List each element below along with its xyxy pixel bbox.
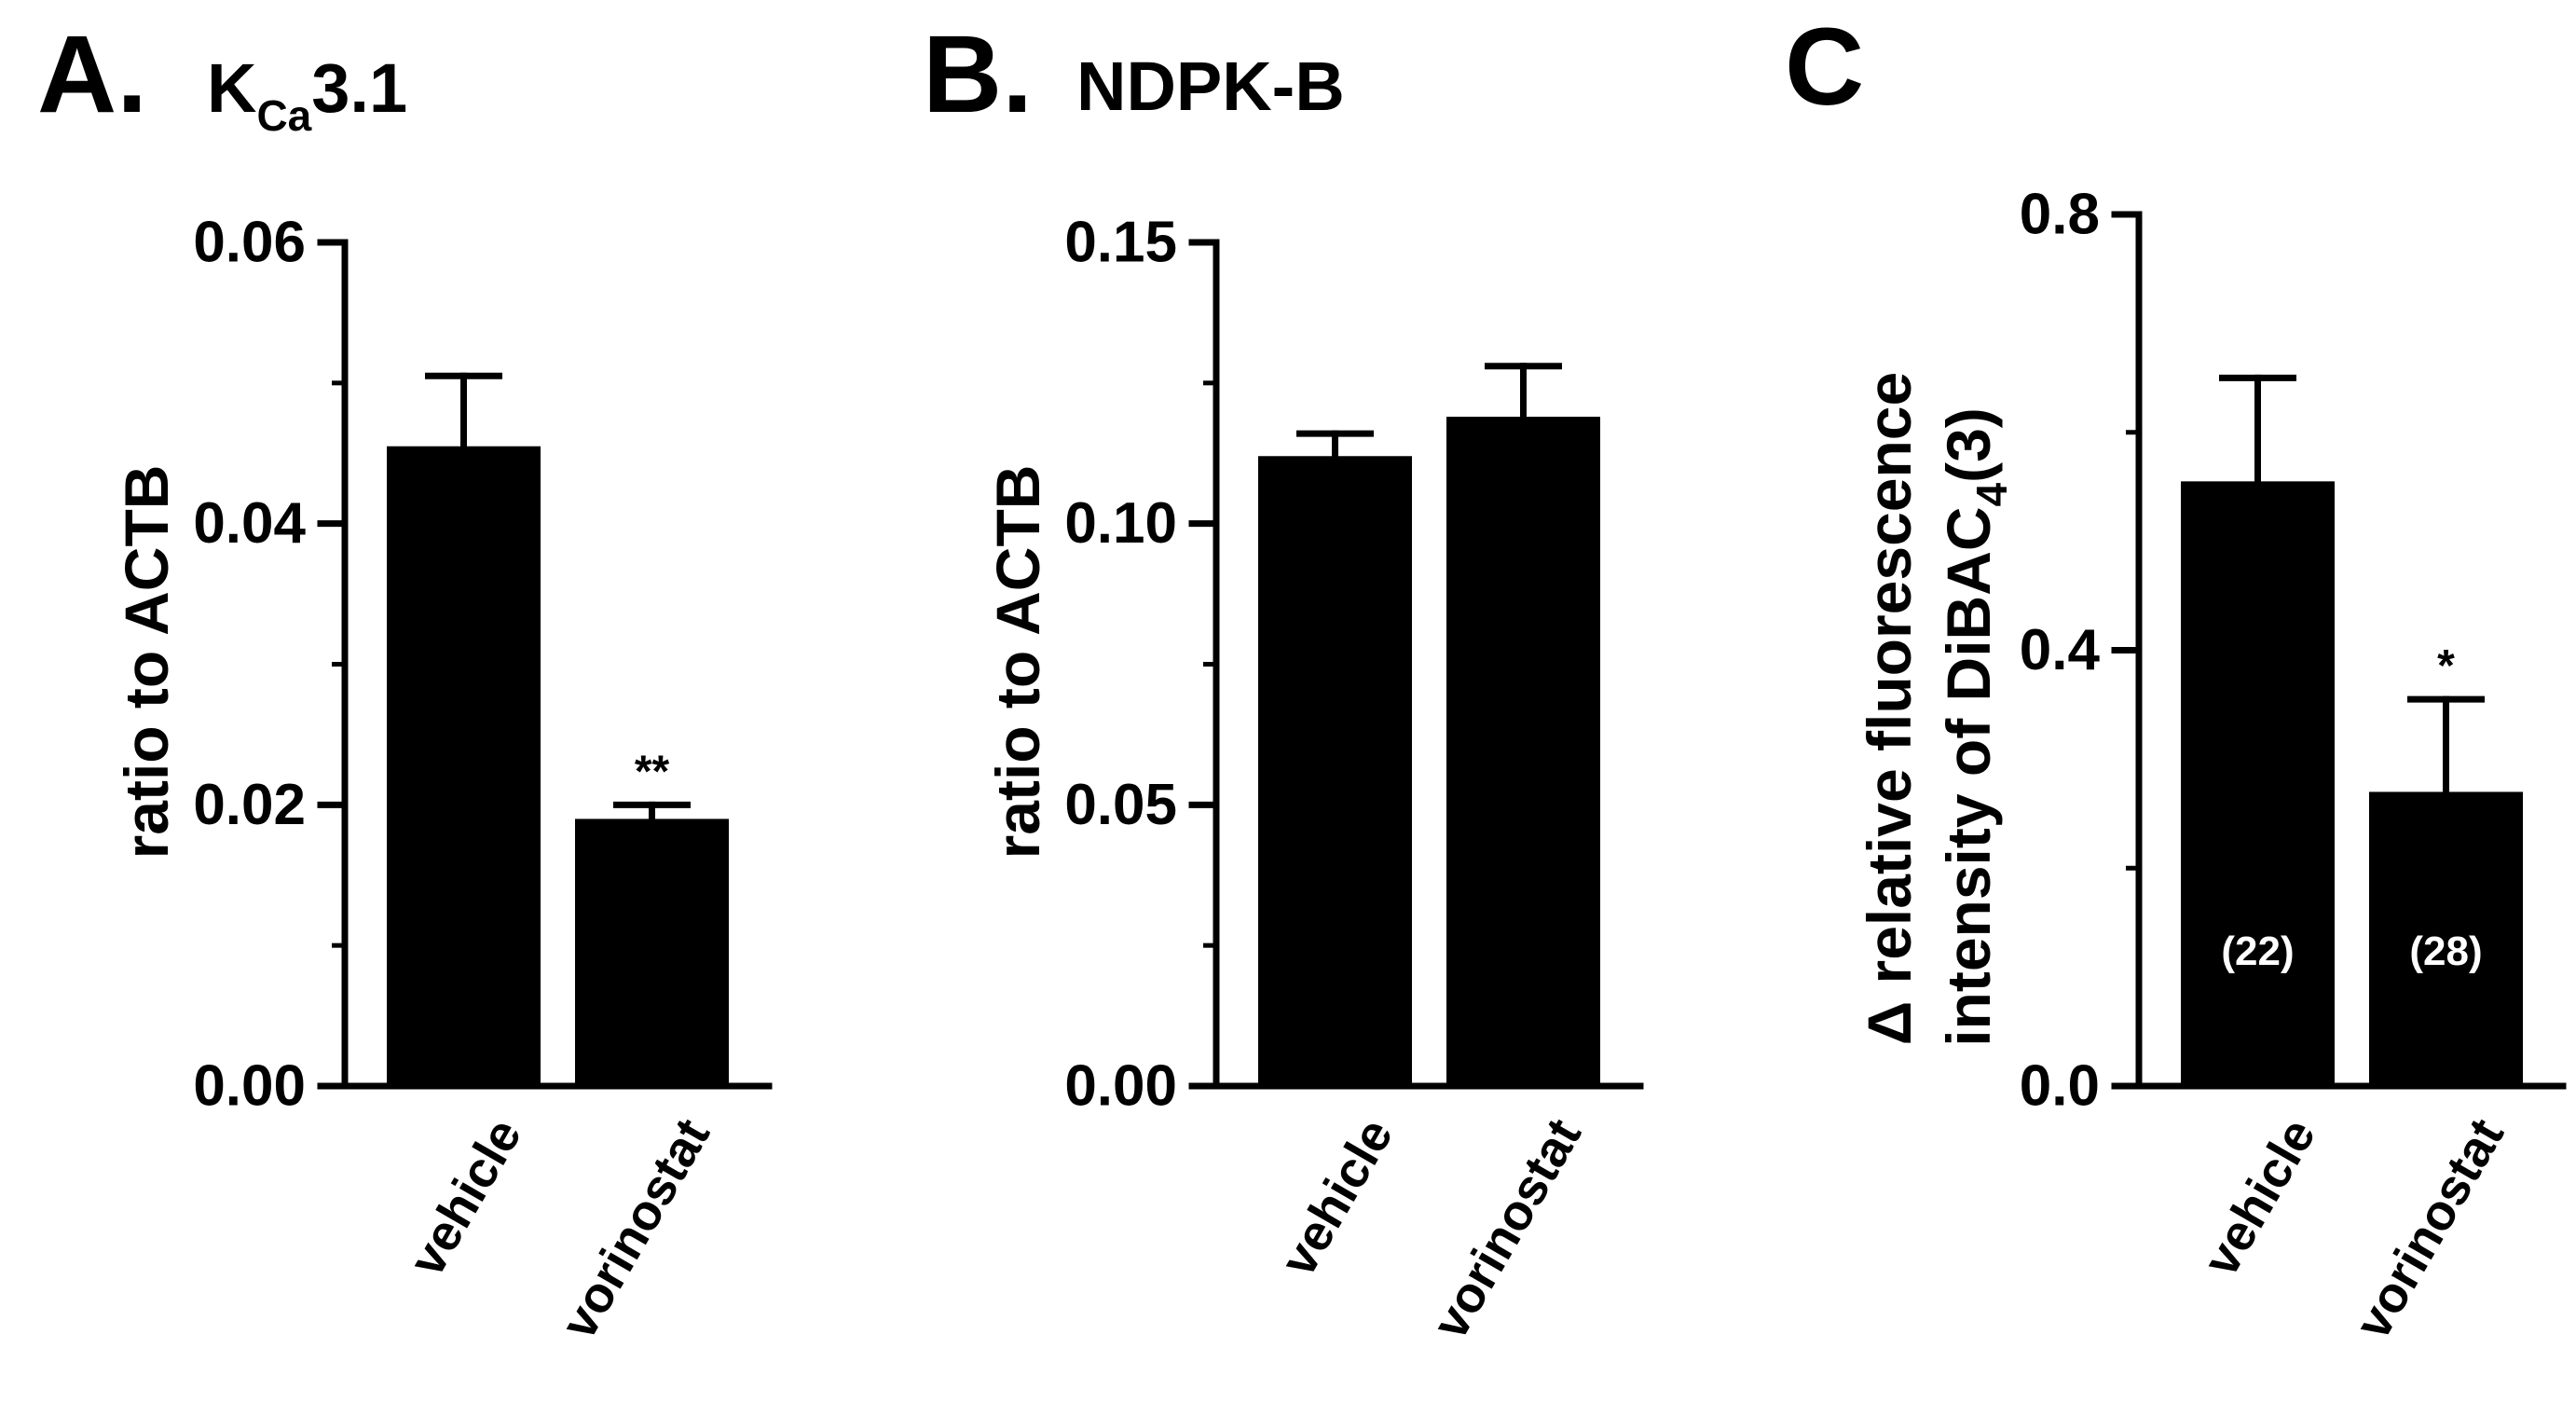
category-label: vehicle — [399, 1109, 533, 1286]
bars: vehicle vorinostat ** — [387, 372, 729, 1348]
axes: 0.0 0.4 0.8 — [2020, 183, 2567, 1119]
y-axis-label-main: intensity of DiBAC — [1934, 506, 2003, 1046]
category-label: vehicle — [1270, 1109, 1404, 1286]
n-label: (28) — [2409, 929, 2482, 974]
panel-title-subscript: Ca — [256, 91, 311, 140]
y-tick-label: 0.4 — [2020, 618, 2101, 682]
panel-title-rest: 3.1 — [311, 49, 407, 127]
panel-letter: A. — [37, 13, 147, 136]
y-tick-label: 0.15 — [1064, 211, 1177, 275]
significance-label: ** — [635, 747, 670, 796]
axes: 0.00 0.02 0.04 0.06 — [193, 211, 773, 1119]
significance-label: * — [2437, 641, 2455, 691]
category-label: vehicle — [2193, 1109, 2327, 1286]
category-label: vorinostat — [1422, 1109, 1592, 1348]
bar-vehicle — [1258, 456, 1412, 1086]
y-tick-label: 0.00 — [1064, 1054, 1177, 1119]
y-axis-label-line1: Δ relative fluorescence — [1855, 372, 1924, 1045]
panel-letter: C — [1785, 6, 1864, 129]
bars: vehicle vorinostat — [1258, 363, 1600, 1348]
bars: vehicle (22) vorinostat * (28) — [2181, 374, 2523, 1348]
y-tick-label: 0.06 — [193, 211, 306, 275]
panel-title-main: K — [207, 49, 256, 127]
bar-vorinostat — [2369, 791, 2523, 1086]
panel-b: B. NDPK-B ratio to ACTB vehicle vorinosta… — [923, 13, 1644, 1348]
y-tick-label: 0.05 — [1064, 773, 1177, 837]
y-axis-label: ratio to ACTB — [983, 465, 1052, 860]
y-tick-label: 0.0 — [2020, 1054, 2100, 1119]
bar-vorinostat — [1446, 417, 1600, 1086]
bar-vorinostat — [575, 819, 729, 1086]
axes: 0.00 0.05 0.10 0.15 — [1064, 211, 1644, 1119]
y-tick-label: 0.10 — [1064, 491, 1177, 556]
bar-vehicle — [387, 446, 541, 1086]
panel-c: C Δ relative fluorescence intensity of D… — [1785, 6, 2567, 1348]
y-axis-label-line2: intensity of DiBAC4(3) — [1934, 407, 2016, 1047]
category-label: vorinostat — [2345, 1109, 2514, 1348]
y-tick-label: 0.8 — [2020, 183, 2100, 247]
category-label: vorinostat — [551, 1109, 720, 1348]
y-tick-label: 0.02 — [193, 773, 306, 837]
panel-letter: B. — [923, 13, 1033, 136]
y-axis-label-subscript: 4 — [1967, 482, 2016, 506]
y-tick-label: 0.00 — [193, 1054, 306, 1119]
y-axis-label: ratio to ACTB — [112, 465, 181, 860]
y-tick-label: 0.04 — [193, 491, 306, 556]
panel-title: KCa3.1 — [207, 49, 407, 140]
y-axis-label-rest: (3) — [1934, 407, 2003, 483]
n-label: (22) — [2221, 929, 2294, 974]
panel-a: A. KCa3.1 ratio to ACTB vehicle vorinosta… — [37, 13, 773, 1348]
bar-vehicle — [2181, 481, 2335, 1086]
panel-title: NDPK-B — [1076, 48, 1345, 125]
